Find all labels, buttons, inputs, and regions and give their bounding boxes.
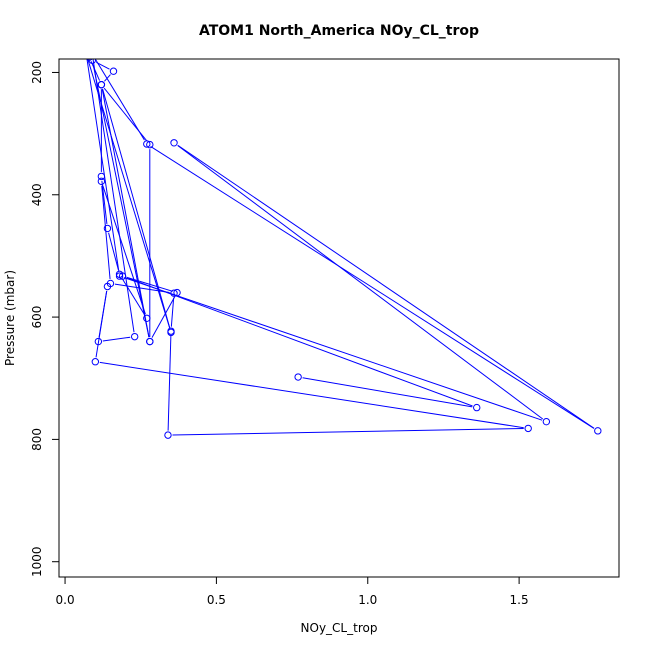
series-line-segment (96, 61, 110, 70)
series-line-segment (167, 335, 172, 431)
data-point (473, 403, 481, 412)
data-point (103, 282, 112, 291)
data-point (97, 172, 106, 181)
plot-frame (58, 58, 620, 578)
y-axis: 200 400 600 800 1000 (30, 61, 59, 577)
series-line-segment (99, 361, 524, 429)
series-line-segment (104, 74, 111, 82)
y-axis-label: Pressure (mbar) (3, 270, 17, 366)
series-line-segment (121, 277, 145, 315)
data-point (97, 80, 106, 89)
chart-title: ATOM1 North_America NOy_CL_trop (199, 23, 479, 39)
series-line-segment (102, 185, 146, 315)
data-point (115, 272, 124, 280)
data-point (167, 328, 175, 337)
data-point (130, 332, 139, 341)
y-tick-label: 600 (30, 306, 44, 329)
series-line-segment (102, 336, 131, 342)
series-line-segment (101, 185, 111, 280)
series-line-segment (103, 87, 148, 142)
data-point (97, 177, 106, 186)
data-point (89, 51, 95, 57)
data-point (143, 314, 151, 323)
series-line-segment (151, 296, 176, 338)
series-line-segment (101, 89, 150, 338)
x-tick-label: 1.5 (510, 593, 529, 607)
series-line-segment (150, 146, 595, 429)
series-line-segment (102, 88, 171, 329)
data-point (146, 337, 154, 346)
y-tick-label: 1000 (30, 546, 44, 577)
data-point (294, 373, 302, 381)
data-point (103, 224, 112, 233)
x-axis-label: NOy_CL_trop (301, 621, 378, 635)
data-point (594, 427, 602, 435)
data-point (109, 67, 118, 75)
series-line-segment (92, 64, 150, 338)
series-line-segment (101, 180, 108, 224)
series-line-segment (92, 59, 135, 333)
series-line-segment (302, 377, 473, 408)
x-tick-label: 0.5 (207, 593, 226, 607)
series-line-segment (98, 290, 108, 338)
series-line-segment (94, 59, 145, 141)
data-point (143, 140, 151, 148)
data-point (173, 288, 181, 297)
series-line-segment (123, 277, 543, 421)
data-point (94, 337, 103, 346)
x-tick-label: 1.0 (358, 593, 377, 607)
series-line-segment (108, 232, 119, 271)
series-line-segment (177, 144, 595, 429)
x-tick-label: 0.0 (56, 593, 75, 607)
data-point (170, 139, 178, 147)
y-tick-label: 200 (30, 61, 44, 84)
y-tick-label: 800 (30, 428, 44, 451)
data-point (118, 272, 127, 280)
data-point (170, 289, 178, 297)
data-point (542, 417, 551, 426)
data-point (524, 424, 532, 433)
series-line-segment (126, 277, 473, 407)
data-point (91, 358, 100, 366)
series-line-segment (86, 59, 120, 272)
data-point (164, 431, 172, 439)
plot-area (83, 51, 602, 439)
series-line-segment (126, 276, 173, 292)
y-tick-label: 400 (30, 183, 44, 206)
data-point (146, 140, 154, 149)
series-line-segment (170, 297, 175, 327)
series-line-segment (114, 283, 170, 294)
data-point (83, 51, 89, 57)
series-line-segment (177, 145, 544, 420)
x-axis: 0.0 0.5 1.0 1.5 (56, 576, 529, 607)
series-line-segment (172, 427, 524, 436)
data-point (88, 59, 96, 64)
